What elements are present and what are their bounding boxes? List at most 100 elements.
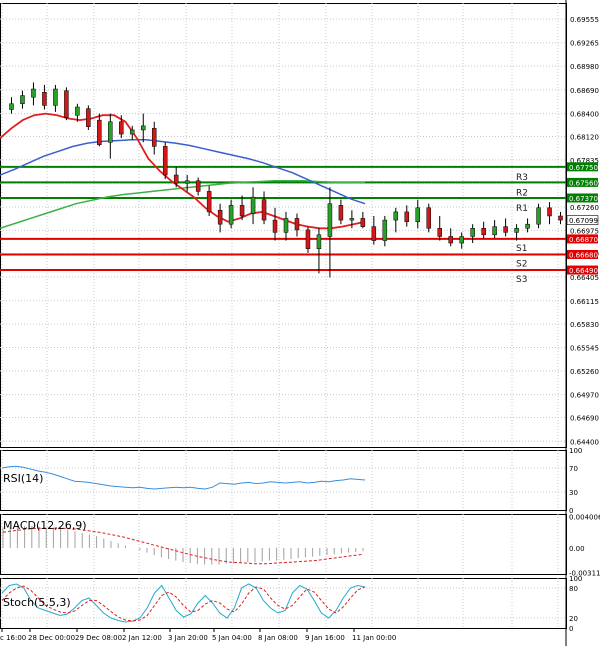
level-tag-label: 0.67560 bbox=[569, 179, 598, 187]
panel-frames bbox=[0, 0, 567, 646]
rsi-tick-label: 0 bbox=[569, 507, 573, 515]
candle-body bbox=[119, 121, 124, 135]
rsi-tick-label: 100 bbox=[569, 447, 582, 455]
x-tick-label: 29 Dec 08:00 bbox=[75, 634, 122, 642]
price-tick-label: 0.68980 bbox=[570, 63, 599, 71]
moving-averages bbox=[0, 112, 366, 230]
candle-body bbox=[151, 128, 157, 147]
x-tick-label: 28 Dec 00:00 bbox=[28, 634, 75, 642]
level-tag-r1 bbox=[567, 193, 598, 203]
macd-panel: MACD(12,26,9) 0.004006 0.00 -0.003115 bbox=[2, 513, 600, 578]
level-tag-r2 bbox=[567, 177, 598, 187]
candle-body bbox=[503, 226, 508, 233]
macd-signal-line bbox=[2, 527, 364, 565]
price-tick-label: 0.64690 bbox=[570, 415, 599, 423]
candle-body bbox=[404, 211, 410, 222]
price-panel-frame bbox=[0, 3, 567, 448]
candle-body bbox=[130, 129, 135, 135]
candle-body bbox=[525, 223, 530, 229]
candle-body bbox=[141, 125, 146, 131]
rsi-tick-label: 30 bbox=[569, 489, 578, 497]
price-tick-label: 0.67260 bbox=[570, 204, 599, 212]
level-name-r1: R1 bbox=[516, 204, 528, 214]
candle-body bbox=[305, 229, 311, 250]
macd-tick-label: 0.004006 bbox=[569, 513, 600, 521]
candle-body bbox=[108, 121, 113, 143]
candle-body bbox=[547, 207, 552, 217]
candle-body bbox=[459, 236, 464, 244]
macd-tick-label: -0.003115 bbox=[569, 570, 600, 578]
level-name-r2: R2 bbox=[516, 188, 528, 198]
price-tick-label: 0.64970 bbox=[570, 392, 599, 400]
candle-body bbox=[9, 103, 14, 110]
candle-body bbox=[283, 218, 289, 233]
price-tick-label: 0.69265 bbox=[570, 40, 599, 48]
rsi-tick-label: 70 bbox=[569, 465, 578, 473]
x-tick-label: 9 Jan 16:00 bbox=[305, 634, 345, 642]
level-tag-label: 0.66680 bbox=[569, 251, 598, 259]
stoch-d-line bbox=[1, 585, 366, 622]
x-tick-label: 5 Jan 04:00 bbox=[212, 634, 252, 642]
stoch-k-line bbox=[1, 583, 366, 623]
level-tag-s2 bbox=[567, 249, 598, 259]
stoch-tick-label: 0 bbox=[569, 625, 573, 633]
stoch-title: Stoch(5,5,3) bbox=[3, 596, 71, 609]
candle-body bbox=[349, 218, 355, 221]
candle-body bbox=[415, 207, 421, 222]
price-tick-label: 0.66405 bbox=[570, 274, 599, 282]
price-tick-label: 0.65830 bbox=[570, 321, 599, 329]
level-tag-r3 bbox=[567, 162, 598, 172]
candle-body bbox=[162, 146, 168, 176]
candle-body bbox=[492, 226, 497, 236]
price-tick-label: 0.66115 bbox=[570, 298, 599, 306]
candle-body bbox=[173, 174, 179, 184]
x-tick-label: 8 Jan 08:00 bbox=[258, 634, 298, 642]
level-tag-s3 bbox=[567, 265, 598, 275]
candle-body bbox=[371, 226, 377, 241]
candle-body bbox=[360, 218, 366, 227]
level-tag-label: 0.67750 bbox=[569, 164, 598, 172]
current-price-tag bbox=[566, 215, 599, 225]
candle-body bbox=[97, 119, 102, 145]
level-name-s2: S2 bbox=[516, 259, 527, 269]
candle-body bbox=[426, 207, 431, 229]
candle-body bbox=[86, 108, 91, 127]
price-tick-label: 0.67835 bbox=[570, 157, 599, 165]
candle-body bbox=[470, 228, 475, 237]
price-tick-label: 0.66975 bbox=[570, 227, 599, 235]
candle-body bbox=[261, 199, 267, 221]
axes: 0.69555 0.69265 0.68980 0.68690 0.68400 0.681… bbox=[0, 16, 599, 642]
candle-body bbox=[75, 106, 80, 116]
macd-title: MACD(12,26,9) bbox=[3, 519, 87, 532]
level-tag-s1 bbox=[567, 234, 598, 244]
stoch-tick-label: 100 bbox=[569, 575, 582, 583]
stoch-tick-label: 80 bbox=[569, 585, 578, 593]
candle-body bbox=[327, 203, 333, 237]
candle-body bbox=[250, 196, 256, 214]
price-tick-label: 0.65260 bbox=[570, 368, 599, 376]
candle-body bbox=[272, 219, 278, 233]
level-name-s1: S1 bbox=[516, 244, 527, 254]
macd-tick-label: 0.00 bbox=[569, 545, 585, 553]
candle-body bbox=[448, 236, 453, 244]
candle-body bbox=[31, 88, 36, 98]
price-tick-label: 0.68400 bbox=[570, 111, 599, 119]
price-tick-label: 0.64400 bbox=[570, 438, 599, 446]
price-tick-label: 0.68120 bbox=[570, 134, 599, 142]
x-tick-label: 11 Jan 00:00 bbox=[352, 634, 396, 642]
candle-body bbox=[316, 234, 322, 250]
x-tick-label: 2 Jan 12:00 bbox=[122, 634, 162, 642]
level-tag-label: 0.66490 bbox=[569, 267, 598, 275]
price-tick-label: 0.65545 bbox=[570, 344, 599, 352]
x-tick-label: 3 Jan 20:00 bbox=[168, 634, 208, 642]
rsi-line bbox=[1, 465, 366, 490]
candle-body bbox=[393, 211, 399, 221]
rsi-panel-frame bbox=[0, 450, 567, 511]
candle-body bbox=[382, 219, 388, 241]
candle-body bbox=[206, 191, 212, 213]
candle-body bbox=[558, 215, 563, 221]
stoch-tick-label: 20 bbox=[569, 615, 578, 623]
candle-body bbox=[239, 205, 245, 217]
stoch-panel: Stoch(5,5,3) 100 80 20 0 bbox=[0, 575, 582, 633]
